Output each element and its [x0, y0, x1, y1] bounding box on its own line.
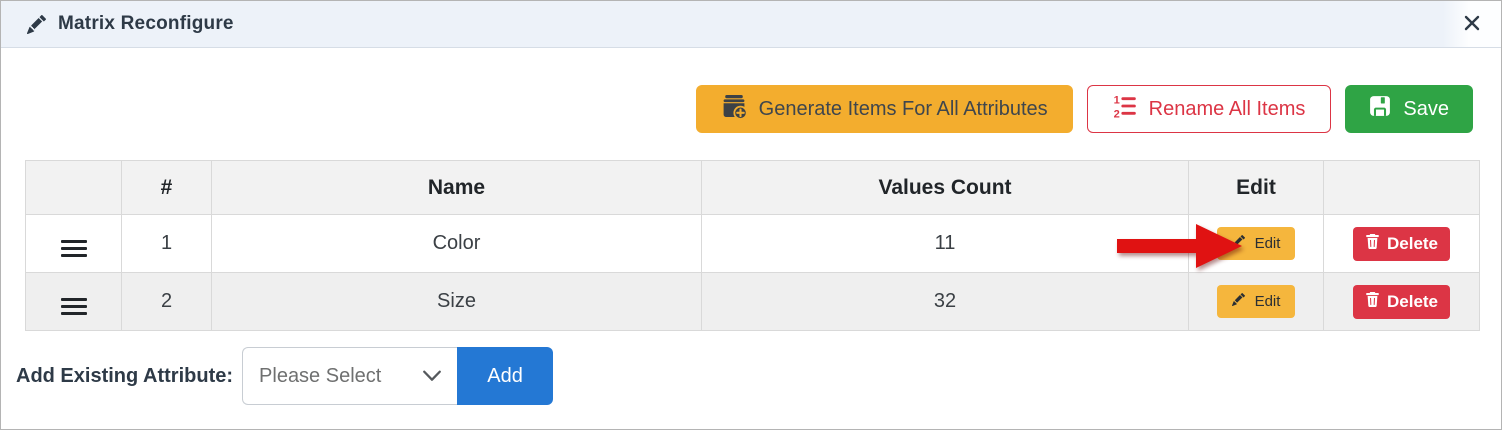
- generate-items-label: Generate Items For All Attributes: [758, 97, 1048, 120]
- edit-button[interactable]: Edit: [1216, 285, 1296, 318]
- chevron-down-icon: [423, 365, 441, 388]
- edit-button[interactable]: Edit: [1216, 227, 1296, 260]
- row-number: 2: [121, 272, 212, 331]
- col-header-drag: [25, 160, 122, 215]
- col-header-values-count: Values Count: [701, 160, 1189, 215]
- attribute-select[interactable]: Please Select: [242, 347, 458, 405]
- save-label: Save: [1403, 97, 1449, 120]
- delete-button-label: Delete: [1386, 233, 1439, 253]
- delete-button[interactable]: Delete: [1352, 284, 1451, 319]
- col-header-actions: [1323, 160, 1480, 215]
- pencil-icon: [27, 14, 46, 34]
- svg-text:1: 1: [1113, 95, 1119, 107]
- floppy-disk-icon: [1369, 95, 1391, 123]
- delete-button[interactable]: Delete: [1352, 226, 1451, 261]
- add-button-label: Add: [487, 364, 523, 387]
- attribute-name: Color: [211, 214, 702, 273]
- row-number: 1: [121, 214, 212, 273]
- generate-items-button[interactable]: Generate Items For All Attributes: [695, 85, 1073, 133]
- pencil-icon: [1231, 234, 1245, 252]
- pencil-icon: [1231, 292, 1245, 310]
- svg-text:2: 2: [1113, 108, 1119, 118]
- close-icon: [1462, 13, 1482, 36]
- trash-icon: [1365, 233, 1380, 254]
- attribute-select-value: Please Select: [259, 364, 382, 387]
- attributes-table: # Name Values Count Edit 1 Color 11: [25, 160, 1480, 331]
- close-button[interactable]: [1443, 1, 1501, 47]
- add-button[interactable]: Add: [457, 347, 554, 405]
- drag-handle-icon[interactable]: [57, 236, 91, 261]
- rename-all-items-label: Rename All Items: [1148, 97, 1306, 120]
- table-header: # Name Values Count Edit: [25, 160, 1480, 215]
- delete-button-label: Delete: [1386, 291, 1439, 311]
- modal-title: Matrix Reconfigure: [58, 13, 234, 34]
- save-button[interactable]: Save: [1345, 85, 1473, 133]
- edit-button-label: Edit: [1254, 235, 1281, 252]
- table-row-size: 2 Size 32 Edit Del: [25, 272, 1480, 331]
- attribute-name: Size: [211, 272, 702, 331]
- col-header-num: #: [121, 160, 212, 215]
- box-plus-icon: [721, 93, 748, 125]
- add-existing-attribute-row: Add Existing Attribute: Please Select Ad…: [16, 347, 1501, 405]
- drag-handle-icon[interactable]: [57, 294, 91, 319]
- edit-button-label: Edit: [1254, 293, 1281, 310]
- values-count: 11: [701, 214, 1189, 273]
- modal-header: Matrix Reconfigure: [1, 1, 1501, 48]
- col-header-name: Name: [211, 160, 702, 215]
- add-existing-attribute-label: Add Existing Attribute:: [16, 364, 234, 387]
- col-header-edit: Edit: [1188, 160, 1324, 215]
- table-row-color: 1 Color 11 Edit De: [25, 214, 1480, 273]
- values-count: 32: [701, 272, 1189, 331]
- trash-icon: [1365, 291, 1380, 312]
